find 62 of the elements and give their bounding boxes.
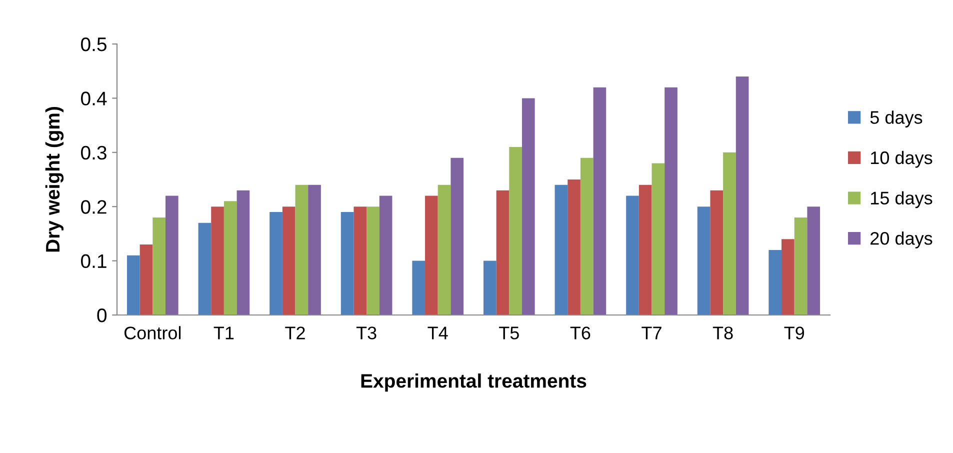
x-tick-label: T2 [285,326,305,340]
bar [412,260,426,315]
bar [211,206,224,315]
x-tick-label: T5 [499,326,519,340]
bar [580,158,594,315]
bar [652,163,665,315]
bar [198,222,212,315]
bar [509,146,522,315]
bar [664,87,678,315]
bar [152,217,166,315]
bar [425,196,438,315]
bar [282,206,296,315]
bar [522,98,535,315]
x-tick-label: T7 [642,326,662,340]
y-tick-label: 0.1 [81,254,106,268]
bar [270,212,282,315]
bar [483,260,496,315]
y-tick-label: 0.2 [81,200,106,214]
bar [794,217,808,315]
bar [354,206,367,315]
x-tick-label: Control [124,326,181,340]
bar [340,212,354,315]
bar [438,184,451,315]
bar [366,206,380,315]
bar [568,180,580,315]
legend-label: 5 days [870,110,922,128]
bar [236,190,250,315]
legend-label: 20 days [870,232,932,248]
y-tick-label: 0.3 [81,146,106,160]
x-tick-label: T6 [570,326,590,340]
bar [736,76,749,315]
x-tick-label: T1 [214,326,234,340]
bar [450,158,464,315]
x-tick-label: T8 [712,326,733,340]
bar [165,196,178,315]
y-axis-title: Dry weight (gm) [45,107,64,252]
bar [723,152,736,315]
bar [782,239,794,315]
bar [379,196,392,315]
x-tick-label: T9 [784,326,804,340]
y-tick-label: 0.5 [81,37,106,52]
bar [140,244,153,315]
bar [554,184,568,315]
x-axis-title: Experimental treatments [361,374,586,392]
legend-label: 10 days [871,150,932,168]
x-tick-label: T3 [356,326,376,340]
bar [697,206,710,315]
bar [626,196,639,315]
bar [638,184,652,315]
bar [126,255,140,315]
bar [768,250,782,315]
bar [308,184,321,315]
x-tick-label: T4 [428,326,448,340]
bar [807,206,820,315]
legend-label: 15 days [871,191,932,208]
bar [496,190,510,315]
bar [295,184,308,315]
y-tick-label: 0 [97,308,107,322]
bar [593,87,606,315]
bar [710,190,724,315]
bar [224,201,237,315]
y-tick-label: 0.4 [81,92,107,106]
